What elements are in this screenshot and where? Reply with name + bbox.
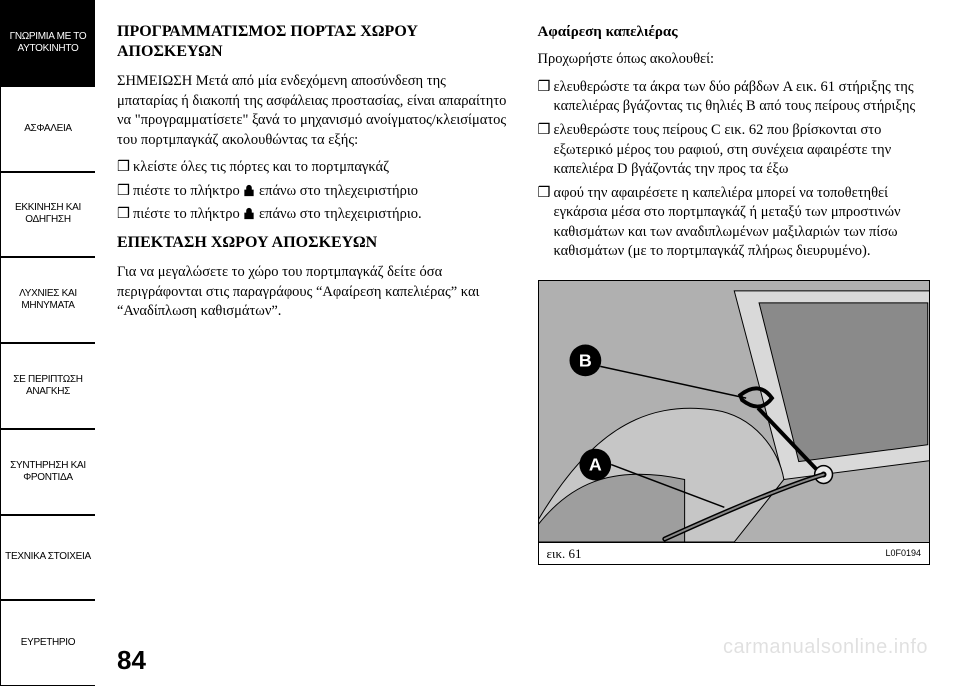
bullet-text: πιέστε το πλήκτρο επάνω στο τηλεχειριστή…	[133, 205, 510, 225]
proceed-text: Προχωρήστε όπως ακολουθεί:	[538, 50, 931, 70]
bullet-marker: ❒	[117, 158, 133, 178]
bullet-text: αφού την αφαιρέσετε η καπελιέρα μπορεί ν…	[554, 184, 931, 262]
tab-technical[interactable]: ΤΕΧΝΙΚΑ ΣΤΟΙΧΕΙΑ	[0, 515, 95, 601]
bullet-item: ❒ πιέστε το πλήκτρο επάνω στο τηλεχειρισ…	[117, 205, 510, 225]
tab-label: ΣΥΝΤΗΡΗΣΗ ΚΑΙΦΡΟΝΤΙΔΑ	[10, 460, 86, 484]
tab-label: ΤΕΧΝΙΚΑ ΣΤΟΙΧΕΙΑ	[5, 551, 91, 563]
figure-graphic: B A	[539, 281, 930, 542]
lock-open-icon	[243, 207, 255, 220]
svg-text:A: A	[588, 454, 601, 474]
bullet-text: ελευθερώστε τα άκρα των δύο ράβδων A εικ…	[554, 78, 931, 117]
tab-intro[interactable]: ΓΝΩΡΙΜΙΑ ΜΕ ΤΟΑΥΤΟΚΙΝΗΤΟ	[0, 0, 95, 86]
watermark: carmanualsonline.info	[723, 636, 928, 659]
tab-label: ΑΣΦΑΛΕΙΑ	[24, 123, 72, 135]
bullet-text: κλείστε όλες τις πόρτες και το πορτμπαγκ…	[133, 158, 510, 178]
bullet-list: ❒ κλείστε όλες τις πόρτες και το πορτμπα…	[117, 158, 510, 225]
figure-code: L0F0194	[885, 547, 921, 559]
tab-safety[interactable]: ΑΣΦΑΛΕΙΑ	[0, 86, 95, 172]
tab-label: ΕΥΡΕΤΗΡΙΟ	[21, 637, 76, 649]
tab-index[interactable]: ΕΥΡΕΤΗΡΙΟ	[0, 600, 95, 686]
figure-caption: εικ. 61	[547, 545, 582, 563]
left-column: ΠΡΟΓΡΑΜΜΑΤΙΣΜΟΣ ΠΟΡΤΑΣ ΧΩΡΟΥ ΑΠΟΣΚΕΥΩΝ Σ…	[117, 22, 510, 636]
bullet-marker: ❒	[538, 184, 554, 262]
note-text: ΣΗΜΕΙΩΣΗ Μετά από μία ενδεχόμενη αποσύνδ…	[117, 72, 510, 150]
bullet-item: ❒ πιέστε το πλήκτρο επάνω στο τηλεχειρισ…	[117, 182, 510, 202]
bullet-text: ελευθερώστε τους πείρους C εικ. 62 που β…	[554, 121, 931, 180]
tab-label: ΕΚΚΙΝΗΣΗ ΚΑΙΟΔΗΓΗΣΗ	[15, 202, 81, 226]
svg-text:B: B	[578, 350, 591, 370]
tab-emergency[interactable]: ΣΕ ΠΕΡΙΠΤΩΣΗΑΝΑΓΚΗΣ	[0, 343, 95, 429]
bullet-marker: ❒	[538, 78, 554, 117]
tab-label: ΓΝΩΡΙΜΙΑ ΜΕ ΤΟΑΥΤΟΚΙΝΗΤΟ	[10, 31, 87, 55]
tab-label: ΣΕ ΠΕΡΙΠΤΩΣΗΑΝΑΓΚΗΣ	[13, 374, 82, 398]
bullet-item: ❒ κλείστε όλες τις πόρτες και το πορτμπα…	[117, 158, 510, 178]
heading-extension: ΕΠΕΚΤΑΣΗ ΧΩΡΟΥ ΑΠΟΣΚΕΥΩΝ	[117, 233, 510, 253]
page: ΓΝΩΡΙΜΙΑ ΜΕ ΤΟΑΥΤΟΚΙΝΗΤΟ ΑΣΦΑΛΕΙΑ ΕΚΚΙΝΗ…	[0, 0, 960, 686]
bullet-text: πιέστε το πλήκτρο επάνω στο τηλεχειριστή…	[133, 182, 510, 202]
bullet-item: ❒ ελευθερώστε τους πείρους C εικ. 62 που…	[538, 121, 931, 180]
heading-programming: ΠΡΟΓΡΑΜΜΑΤΙΣΜΟΣ ΠΟΡΤΑΣ ΧΩΡΟΥ ΑΠΟΣΚΕΥΩΝ	[117, 22, 510, 62]
bullet-marker: ❒	[117, 182, 133, 202]
tab-label: ΛΥΧΝΙΕΣ ΚΑΙΜΗΝΥΜΑΤΑ	[19, 288, 77, 312]
tab-lights[interactable]: ΛΥΧΝΙΕΣ ΚΑΙΜΗΝΥΜΑΤΑ	[0, 257, 95, 343]
right-column: Αφαίρεση καπελιέρας Προχωρήστε όπως ακολ…	[538, 22, 931, 636]
bullet-list: ❒ ελευθερώστε τα άκρα των δύο ράβδων A ε…	[538, 78, 931, 262]
heading-removal: Αφαίρεση καπελιέρας	[538, 22, 931, 42]
content: ΠΡΟΓΡΑΜΜΑΤΙΣΜΟΣ ΠΟΡΤΑΣ ΧΩΡΟΥ ΑΠΟΣΚΕΥΩΝ Σ…	[95, 0, 960, 686]
bullet-marker: ❒	[538, 121, 554, 180]
page-number: 84	[117, 645, 146, 676]
bullet-item: ❒ αφού την αφαιρέσετε η καπελιέρα μπορεί…	[538, 184, 931, 262]
figure: B A εικ. 61 L0F0194	[538, 280, 931, 565]
columns: ΠΡΟΓΡΑΜΜΑΤΙΣΜΟΣ ΠΟΡΤΑΣ ΧΩΡΟΥ ΑΠΟΣΚΕΥΩΝ Σ…	[117, 22, 930, 636]
lock-closed-icon	[243, 184, 255, 197]
bullet-item: ❒ ελευθερώστε τα άκρα των δύο ράβδων A ε…	[538, 78, 931, 117]
tab-starting[interactable]: ΕΚΚΙΝΗΣΗ ΚΑΙΟΔΗΓΗΣΗ	[0, 172, 95, 258]
bullet-marker: ❒	[117, 205, 133, 225]
sidebar: ΓΝΩΡΙΜΙΑ ΜΕ ΤΟΑΥΤΟΚΙΝΗΤΟ ΑΣΦΑΛΕΙΑ ΕΚΚΙΝΗ…	[0, 0, 95, 686]
tab-maintenance[interactable]: ΣΥΝΤΗΡΗΣΗ ΚΑΙΦΡΟΝΤΙΔΑ	[0, 429, 95, 515]
figure-caption-bar: εικ. 61 L0F0194	[539, 542, 930, 564]
extension-text: Για να μεγαλώσετε το χώρο του πορτμπαγκά…	[117, 263, 510, 322]
